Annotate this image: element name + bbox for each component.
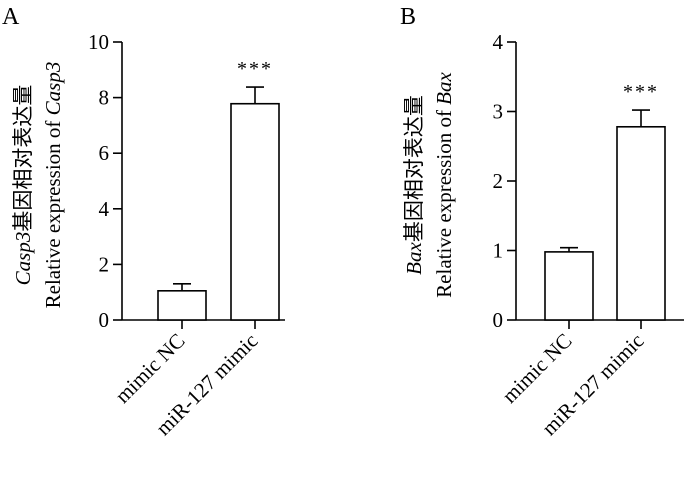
panel-a-y-tick-label: 8 [99, 86, 110, 110]
panel-b-bar [616, 125, 666, 321]
panel-a-bar [157, 290, 207, 321]
panel-b-ylabel-prefix: Relative expression of [432, 105, 456, 298]
panel-a-ylabel-line2: Relative expression of Casp3 [41, 62, 65, 309]
panel-b-bar [544, 251, 594, 321]
panel-a-ylabel-line1: Casp3基因相对表达量 [11, 85, 35, 286]
svg-text:Relative expression of Bax: Relative expression of Bax [432, 71, 456, 297]
panel-b-y-tick-label: 1 [493, 239, 504, 263]
panel-a-significance: *** [237, 58, 273, 80]
panel-b-y-tick-label: 2 [493, 169, 504, 193]
panel-a: A Casp3基因相对表达量 Relative expression of Ca… [2, 4, 285, 440]
panel-a-ylabel-cn: 基因相对表达量 [11, 85, 35, 232]
svg-text:Bax基因相对表达量: Bax基因相对表达量 [402, 95, 426, 275]
panel-a-y-tick-label: 2 [99, 252, 110, 276]
panel-a-y-tick-label: 4 [99, 197, 110, 221]
panel-a-y-tick-label: 0 [99, 308, 110, 332]
panel-b: B Bax基因相对表达量 Relative expression of Bax … [400, 4, 684, 440]
panel-b-letter: B [400, 4, 416, 30]
panel-a-letter: A [2, 4, 20, 30]
panel-a-y-tick-label: 6 [99, 141, 110, 165]
panel-b-y-tick-label: 0 [493, 308, 504, 332]
panel-a-ylabel-gene2: Casp3 [41, 62, 65, 116]
panel-b-ylabel-line1: Bax基因相对表达量 [402, 95, 426, 275]
panel-b-ylabel-line2: Relative expression of Bax [432, 71, 456, 297]
panel-a-bar [230, 102, 280, 321]
panel-b-y-tick-label: 3 [493, 100, 504, 124]
panel-b-ylabel-cn: 基因相对表达量 [402, 95, 426, 242]
panel-b-ylabel-gene: Bax [402, 242, 426, 275]
panel-b-ylabel-gene2: Bax [432, 71, 456, 104]
svg-text:Relative expression of Casp3: Relative expression of Casp3 [41, 62, 65, 309]
panel-a-y-tick-label: 10 [88, 30, 109, 54]
panel-b-y-tick-label: 4 [493, 30, 504, 54]
panel-a-ylabel-gene: Casp3 [11, 232, 35, 286]
svg-text:Casp3基因相对表达量: Casp3基因相对表达量 [11, 85, 35, 286]
panel-a-ylabel-prefix: Relative expression of [41, 115, 65, 308]
panel-b-significance: *** [623, 81, 659, 103]
